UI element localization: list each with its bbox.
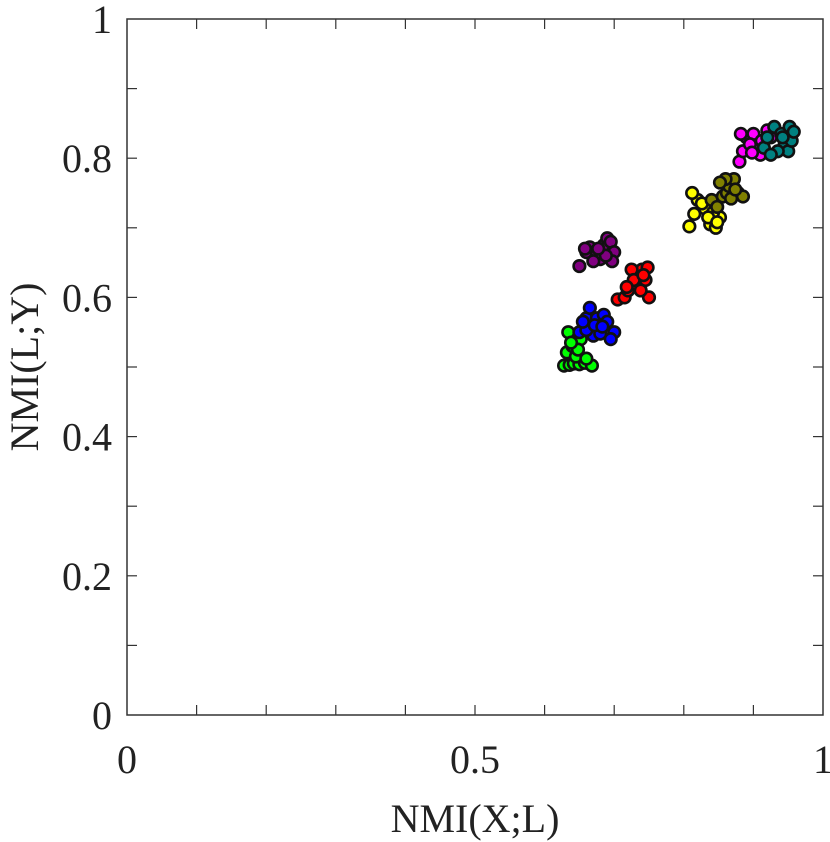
- plot-frame: [126, 18, 824, 716]
- x-tick-label: 0.5: [450, 737, 500, 782]
- scatter-point: [619, 279, 634, 295]
- x-axis-label: NMI(X;L): [391, 796, 560, 841]
- x-tick-label: 1: [813, 737, 830, 782]
- scatter-point: [633, 283, 648, 298]
- y-tick-label: 0.4: [62, 415, 112, 460]
- scatter-point: [586, 254, 601, 269]
- x-tick-label: 0: [117, 737, 137, 782]
- scatter-point: [603, 332, 618, 347]
- scatter-point: [575, 314, 590, 329]
- scatter-point: [685, 185, 700, 201]
- scatter-point: [744, 145, 760, 160]
- scatter-point: [595, 319, 610, 334]
- scatter-point: [636, 268, 651, 283]
- axis-tick-labels: 0 0.5 1 0 0.2 0.4 0.6 0.8 1: [62, 0, 830, 782]
- y-axis-label: NMI(L;Y): [2, 283, 47, 452]
- y-tick-label: 0: [92, 693, 112, 738]
- scatter-point: [591, 241, 606, 256]
- scatter-point: [775, 130, 790, 145]
- scatter-point: [582, 300, 597, 315]
- y-tick-label: 0.8: [62, 136, 112, 181]
- scatter-point: [563, 335, 579, 350]
- scatter-point: [733, 126, 748, 141]
- scatter-point: [710, 215, 725, 230]
- scatter-point: [786, 124, 801, 139]
- scatter-point: [763, 147, 778, 162]
- scatter-point: [728, 182, 743, 197]
- y-tick-label: 1: [92, 0, 112, 42]
- axis-ticks: [127, 19, 823, 715]
- scatter-point: [710, 199, 725, 215]
- y-tick-label: 0.2: [62, 554, 112, 599]
- scatter-point: [760, 130, 775, 145]
- scatter-point: [712, 175, 728, 190]
- y-tick-label: 0.6: [62, 275, 112, 320]
- scatter-point: [687, 206, 702, 221]
- scatter-point: [577, 241, 593, 256]
- data-points: [556, 119, 801, 373]
- scatter-point: [682, 219, 697, 234]
- scatter-point: [572, 258, 587, 274]
- scatter-point: [579, 351, 594, 366]
